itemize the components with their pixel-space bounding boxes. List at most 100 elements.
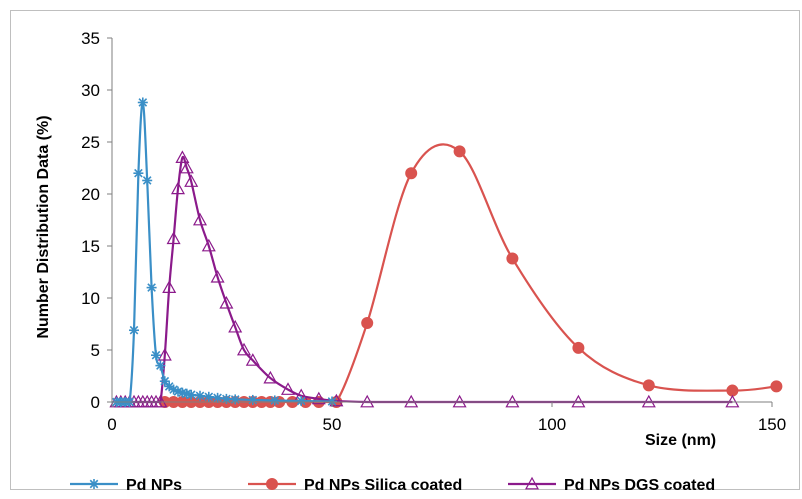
data-point: [166, 231, 181, 245]
legend-label: Pd NPs: [126, 477, 182, 494]
series-pd-nps-dgs-coated: [109, 150, 740, 408]
data-point: [311, 391, 326, 405]
series-line: [116, 155, 733, 404]
marker-stroke: [186, 390, 196, 400]
marker-stroke: [173, 387, 183, 396]
marker-stroke: [178, 388, 187, 397]
data-point: [179, 160, 194, 174]
legend-marker: [89, 479, 99, 489]
marker-stroke: [134, 168, 143, 178]
x-tick-label: 150: [758, 415, 786, 434]
data-point: [186, 389, 197, 400]
marker-stroke: [222, 394, 231, 404]
legend-marker: [524, 476, 540, 490]
data-point: [361, 316, 374, 329]
data-point: [236, 342, 252, 356]
data-point: [453, 145, 466, 158]
data-point: [296, 395, 307, 406]
data-point: [280, 382, 296, 395]
marker-stroke: [142, 176, 152, 185]
y-tick-label: 10: [81, 289, 100, 308]
series-pd-nps-silica-coated: [158, 143, 783, 408]
axes: 0 5 10 15 20 25 30 35 0 50 100 150: [81, 29, 786, 434]
marker-stroke: [270, 396, 280, 405]
data-point: [212, 392, 223, 403]
data-point: [129, 325, 139, 336]
y-tick-label: 25: [81, 133, 100, 152]
marker-stroke: [182, 389, 192, 398]
data-point: [210, 269, 225, 283]
data-point: [137, 97, 148, 108]
x-axis-label: Size (nm): [645, 432, 716, 449]
series-line: [116, 101, 333, 404]
data-point: [151, 350, 161, 361]
y-tick-label: 20: [81, 185, 100, 204]
legend: Pd NPs Pd NPs Silica coated Pd NPs DGS coa…: [70, 476, 715, 494]
data-point: [506, 252, 519, 265]
data-point: [175, 150, 190, 163]
data-point: [142, 175, 153, 186]
legend-item-pd-nps: Pd NPs: [70, 477, 182, 494]
data-point: [269, 395, 280, 406]
data-point: [641, 394, 656, 408]
marker-stroke: [129, 325, 139, 335]
data-point: [157, 347, 172, 361]
legend-marker: [266, 478, 278, 490]
y-tick-label: 30: [81, 81, 100, 100]
legend-label: Pd NPs Silica coated: [304, 477, 462, 494]
plot-area: [109, 97, 783, 408]
legend-item-pd-nps-dgs-coated: Pd NPs DGS coated: [508, 476, 715, 494]
marker-stroke: [327, 397, 337, 406]
marker-stroke: [213, 393, 222, 403]
data-point: [133, 168, 144, 179]
x-tick-label: 50: [323, 415, 342, 434]
series-pd-nps: [111, 97, 337, 407]
marker-stroke: [156, 361, 165, 370]
data-point: [219, 295, 234, 309]
y-tick-label: 0: [91, 393, 100, 412]
data-point: [572, 341, 585, 354]
marker-stroke: [160, 376, 170, 386]
data-point: [146, 282, 157, 293]
chart-frame: [10, 10, 800, 490]
legend-item-pd-nps-silica-coated: Pd NPs Silica coated: [248, 477, 462, 494]
marker-stroke: [169, 385, 178, 394]
data-point: [770, 380, 783, 393]
marker-stroke: [138, 98, 148, 107]
data-point: [228, 319, 243, 333]
data-point: [201, 238, 216, 252]
marker-stroke: [195, 391, 205, 401]
data-point: [642, 379, 655, 392]
data-point: [162, 280, 177, 293]
data-point: [505, 394, 520, 408]
marker-stroke: [89, 479, 99, 489]
y-tick-label: 15: [81, 237, 100, 256]
data-point: [230, 394, 241, 405]
marker-stroke: [164, 382, 174, 391]
data-point: [245, 353, 260, 366]
data-point: [247, 394, 258, 405]
data-point: [195, 390, 205, 401]
marker-stroke: [204, 392, 214, 402]
data-point: [725, 394, 740, 408]
x-tick-label: 0: [107, 415, 116, 434]
data-point: [405, 167, 418, 180]
data-point: [360, 394, 375, 408]
data-point: [170, 181, 186, 195]
data-point: [155, 360, 166, 371]
data-point: [203, 391, 214, 402]
data-point: [153, 394, 168, 408]
data-point: [184, 174, 199, 187]
data-point: [726, 384, 739, 397]
y-axis-label: Number Distribution Data (%): [35, 115, 52, 338]
marker-stroke: [147, 283, 156, 292]
data-point: [452, 394, 467, 408]
x-tick-label: 100: [538, 415, 566, 434]
data-point: [571, 394, 586, 408]
marker-stroke: [151, 350, 161, 360]
data-point: [263, 370, 278, 384]
marker-stroke: [296, 396, 306, 406]
y-tick-label: 35: [81, 29, 100, 48]
data-point: [192, 212, 208, 226]
